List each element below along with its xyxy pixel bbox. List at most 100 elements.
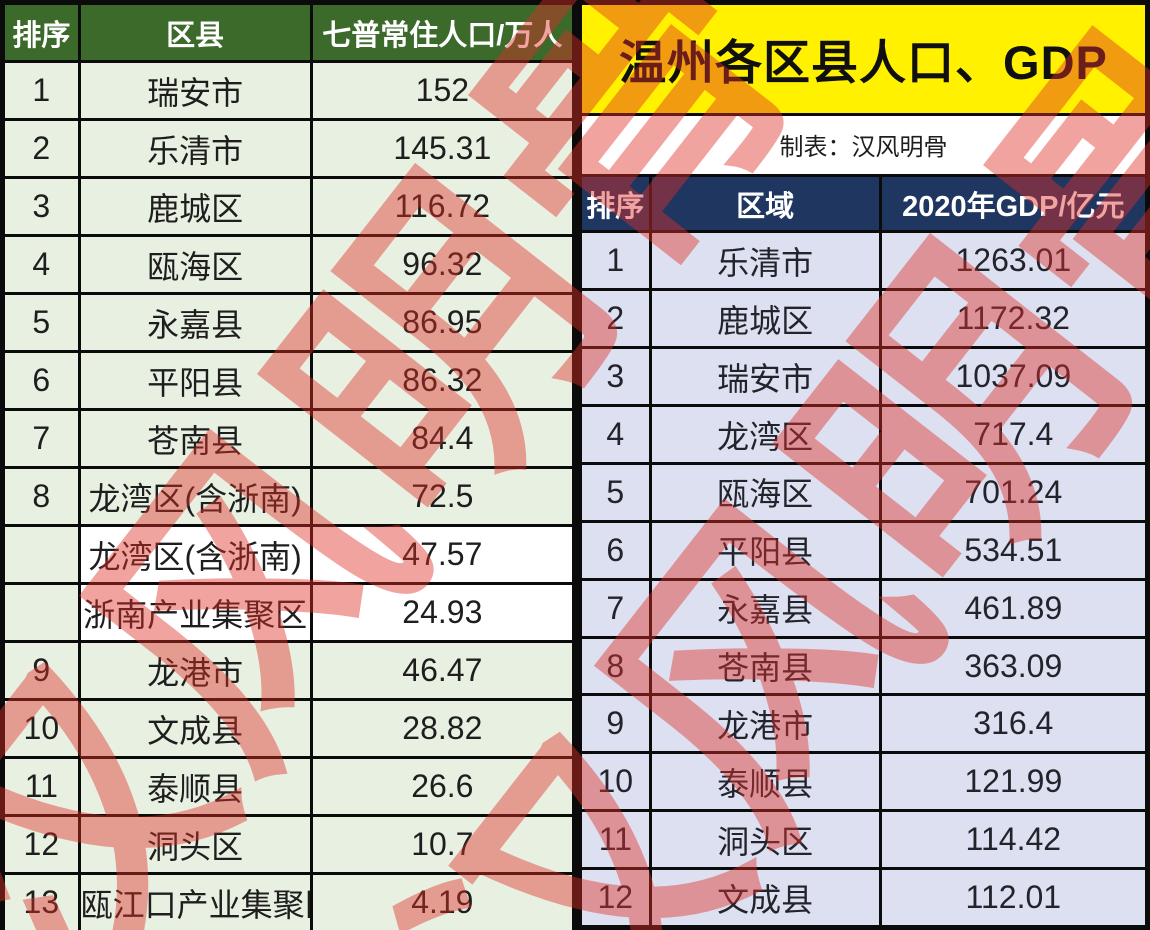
table-row: 龙湾区(含浙南) 47.57 — [1, 524, 577, 585]
table-row: 9 龙港市 316.4 — [578, 693, 1150, 755]
value-cell: 717.4 — [878, 404, 1150, 465]
gdp-table-header-row: 排序 区域 2020年GDP/亿元 — [578, 173, 1150, 234]
rank-cell: 13 — [1, 872, 81, 930]
rank-cell — [1, 524, 81, 585]
table-row: 7 永嘉县 461.89 — [578, 577, 1150, 639]
name-cell: 平阳县 — [77, 350, 313, 411]
rank-cell — [1, 582, 81, 643]
rank-cell: 7 — [1, 408, 81, 469]
value-cell: 86.95 — [309, 292, 577, 353]
value-cell: 46.47 — [309, 640, 577, 701]
name-cell: 鹿城区 — [648, 288, 882, 350]
name-cell: 苍南县 — [648, 635, 882, 697]
table-row: 5 永嘉县 86.95 — [1, 292, 577, 353]
table-row: 11 洞头区 114.42 — [578, 809, 1150, 871]
rank-cell: 7 — [578, 577, 652, 639]
table-row: 2 乐清市 145.31 — [1, 118, 577, 179]
name-cell: 龙湾区(含浙南) — [77, 524, 313, 585]
value-cell: 145.31 — [309, 118, 577, 179]
rank-cell: 4 — [578, 404, 652, 465]
name-cell: 龙湾区(含浙南) — [77, 466, 313, 527]
table-row: 8 龙湾区(含浙南) 72.5 — [1, 466, 577, 527]
value-cell: 701.24 — [878, 461, 1150, 523]
rank-cell: 4 — [1, 234, 81, 295]
rank-cell: 1 — [1, 60, 81, 121]
name-cell: 洞头区 — [77, 814, 313, 875]
credit-line: 制表：汉风明骨 — [578, 112, 1149, 177]
rank-cell: 9 — [578, 693, 652, 755]
name-cell: 永嘉县 — [648, 577, 882, 639]
table-row: 13 瓯江口产业集聚区 4.19 — [1, 872, 577, 930]
name-cell: 文成县 — [77, 698, 313, 759]
value-cell: 96.32 — [309, 234, 577, 295]
table-row: 12 文成县 112.01 — [578, 867, 1150, 929]
name-cell: 瓯江口产业集聚区 — [77, 872, 313, 930]
rank-cell: 12 — [1, 814, 81, 875]
rank-cell: 8 — [1, 466, 81, 527]
value-cell: 26.6 — [309, 756, 577, 817]
rank-cell: 1 — [578, 230, 652, 292]
table-row: 10 泰顺县 121.99 — [578, 751, 1150, 813]
value-cell: 1263.01 — [878, 230, 1150, 292]
name-cell: 永嘉县 — [77, 292, 313, 353]
value-cell: 10.7 — [309, 814, 577, 875]
name-cell: 龙港市 — [648, 693, 882, 755]
table-row: 4 瓯海区 96.32 — [1, 234, 577, 295]
title-row: 温州各区县人口、GDP — [578, 1, 1149, 116]
rank-cell: 11 — [578, 809, 652, 871]
rank-cell: 5 — [578, 461, 652, 523]
name-cell: 龙湾区 — [648, 404, 882, 465]
table-row: 7 苍南县 84.4 — [1, 408, 577, 469]
value-cell: 112.01 — [878, 867, 1150, 929]
value-cell: 84.4 — [309, 408, 577, 469]
name-cell: 龙港市 — [77, 640, 313, 701]
value-cell: 72.5 — [309, 466, 577, 527]
name-cell: 浙南产业集聚区 — [77, 582, 313, 643]
rank-cell: 9 — [1, 640, 81, 701]
rank-cell: 8 — [578, 635, 652, 697]
rank-cell: 3 — [578, 346, 652, 408]
value-cell: 316.4 — [878, 693, 1150, 755]
table-row: 4 龙湾区 717.4 — [578, 404, 1150, 465]
name-cell: 乐清市 — [77, 118, 313, 179]
rank-cell: 2 — [1, 118, 81, 179]
value-cell: 47.57 — [309, 524, 577, 585]
population-table: 排序 区县 七普常住人口/万人 1 瑞安市 152 2 乐清市 145.31 3 鹿城区 116… — [0, 0, 577, 930]
rank-cell: 6 — [578, 519, 652, 581]
table-row: 1 瑞安市 152 — [1, 60, 577, 121]
rank-cell: 6 — [1, 350, 81, 411]
name-cell: 苍南县 — [77, 408, 313, 469]
table-row: 12 洞头区 10.7 — [1, 814, 577, 875]
name-cell: 乐清市 — [648, 230, 882, 292]
rank-cell: 10 — [578, 751, 652, 813]
name-cell: 瓯海区 — [77, 234, 313, 295]
table-row: 6 平阳县 86.32 — [1, 350, 577, 411]
value-cell: 116.72 — [309, 176, 577, 237]
table-row: 3 瑞安市 1037.09 — [578, 346, 1150, 408]
name-cell: 文成县 — [648, 867, 882, 929]
table-row: 1 乐清市 1263.01 — [578, 230, 1150, 292]
rank-cell: 12 — [578, 867, 652, 929]
population-district-header: 区县 — [77, 1, 313, 63]
rank-cell: 5 — [1, 292, 81, 353]
name-cell: 平阳县 — [648, 519, 882, 581]
value-cell: 28.82 — [309, 698, 577, 759]
rank-cell: 11 — [1, 756, 81, 817]
value-cell: 152 — [309, 60, 577, 121]
gdp-rank-header: 排序 — [578, 173, 652, 234]
table-row: 6 平阳县 534.51 — [578, 519, 1150, 581]
name-cell: 鹿城区 — [77, 176, 313, 237]
value-cell: 114.42 — [878, 809, 1150, 871]
name-cell: 洞头区 — [648, 809, 882, 871]
value-cell: 4.19 — [309, 872, 577, 930]
value-cell: 24.93 — [309, 582, 577, 643]
table-row: 浙南产业集聚区 24.93 — [1, 582, 577, 643]
gdp-region-header: 区域 — [648, 173, 882, 234]
value-cell: 86.32 — [309, 350, 577, 411]
name-cell: 瑞安市 — [77, 60, 313, 121]
value-cell: 363.09 — [878, 635, 1150, 697]
name-cell: 瑞安市 — [648, 346, 882, 408]
name-cell: 泰顺县 — [77, 756, 313, 817]
population-value-header: 七普常住人口/万人 — [309, 1, 577, 63]
